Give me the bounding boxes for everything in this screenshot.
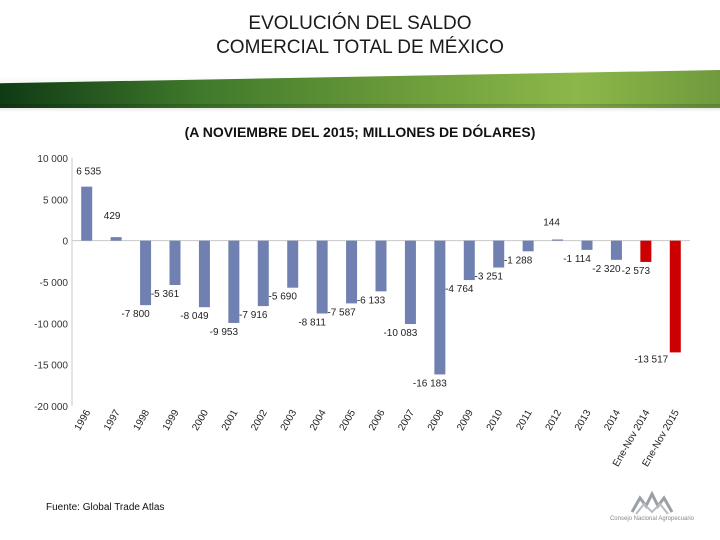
bar-1999 bbox=[169, 240, 181, 285]
cna-logo: Consejo Nacional Agropecuario bbox=[596, 486, 708, 530]
bar-2003 bbox=[287, 240, 299, 288]
x-tick-label: 1997 bbox=[102, 408, 123, 433]
bar-2006 bbox=[375, 240, 387, 292]
y-tick-label: -5 000 bbox=[40, 278, 69, 289]
x-tick-label: 1998 bbox=[132, 408, 153, 433]
x-tick-label: 2014 bbox=[602, 408, 623, 433]
bar-2010 bbox=[493, 240, 505, 268]
y-tick-label: -20 000 bbox=[34, 402, 68, 413]
x-tick-label: 2009 bbox=[455, 408, 476, 433]
x-tick-label: 2003 bbox=[279, 408, 300, 433]
bar-2005 bbox=[346, 240, 358, 304]
bar-2009 bbox=[463, 240, 475, 281]
banner-shadow bbox=[0, 104, 720, 112]
data-label: -9 953 bbox=[210, 327, 239, 338]
x-tick-label: 1996 bbox=[73, 408, 94, 433]
source-note: Fuente: Global Trade Atlas bbox=[46, 502, 165, 513]
data-label: -8 049 bbox=[180, 311, 209, 322]
bar-2000 bbox=[198, 240, 210, 308]
data-label: -6 133 bbox=[357, 295, 386, 306]
data-label: -5 690 bbox=[269, 292, 298, 303]
x-tick-label: 2000 bbox=[190, 408, 211, 433]
x-tick-label: 2011 bbox=[514, 408, 534, 433]
x-tick-label: 2004 bbox=[308, 408, 329, 433]
data-label: -2 320 bbox=[592, 264, 621, 275]
data-label: -7 916 bbox=[239, 310, 268, 321]
bar-1997 bbox=[110, 237, 122, 241]
bar-2013 bbox=[581, 240, 593, 250]
data-label: -10 083 bbox=[383, 328, 417, 339]
bar-2001 bbox=[228, 240, 240, 323]
bar-1998 bbox=[140, 240, 152, 306]
data-label: 6 535 bbox=[76, 167, 101, 178]
bar-2012 bbox=[552, 239, 564, 241]
data-label: -1 288 bbox=[504, 255, 533, 266]
data-label: 429 bbox=[104, 211, 121, 222]
data-label: -8 811 bbox=[298, 318, 326, 329]
data-label: -5 361 bbox=[151, 289, 180, 300]
x-tick-label: 1999 bbox=[161, 408, 182, 433]
x-tick-label: 2005 bbox=[338, 408, 359, 433]
bar-2011 bbox=[522, 240, 534, 252]
x-tick-label: 2013 bbox=[573, 408, 594, 433]
bar-ene-nov-2014 bbox=[640, 240, 652, 262]
data-label: -3 251 bbox=[475, 272, 504, 283]
bar-ene-nov-2015 bbox=[669, 240, 681, 353]
bar-2004 bbox=[316, 240, 328, 314]
logo-text: Consejo Nacional Agropecuario bbox=[609, 516, 695, 522]
x-tick-label: 2006 bbox=[367, 408, 388, 433]
x-tick-label: 2002 bbox=[249, 408, 270, 433]
data-label: -1 114 bbox=[563, 254, 591, 265]
x-tick-label: 2008 bbox=[426, 408, 447, 433]
y-tick-label: 10 000 bbox=[37, 154, 68, 165]
data-label: -7 800 bbox=[121, 309, 150, 320]
data-label: -4 764 bbox=[445, 284, 474, 295]
bar-1996 bbox=[81, 186, 93, 241]
bar-2007 bbox=[404, 240, 416, 325]
data-label: -7 587 bbox=[327, 307, 356, 318]
y-tick-label: 5 000 bbox=[43, 195, 68, 206]
x-tick-label: 2012 bbox=[544, 408, 565, 433]
y-tick-label: -10 000 bbox=[34, 319, 68, 330]
bar-2002 bbox=[257, 240, 269, 307]
data-label: -2 573 bbox=[622, 266, 651, 277]
bar-2008 bbox=[434, 240, 446, 375]
x-tick-label: 2010 bbox=[485, 408, 506, 433]
x-tick-label: 2001 bbox=[220, 408, 241, 433]
data-label: -13 517 bbox=[634, 354, 668, 365]
data-label: -16 183 bbox=[413, 378, 447, 389]
mountains-logo-icon bbox=[630, 490, 674, 515]
data-label: 144 bbox=[543, 217, 560, 228]
chart-subtitle: (A NOVIEMBRE DEL 2015; MILLONES DE DÓLAR… bbox=[184, 124, 536, 140]
x-tick-label: 2007 bbox=[396, 408, 417, 433]
y-tick-label: 0 bbox=[62, 237, 68, 248]
bar-2014 bbox=[610, 240, 622, 260]
y-tick-label: -15 000 bbox=[34, 361, 68, 372]
page-title: EVOLUCIÓN DEL SALDO COMERCIAL TOTAL DE M… bbox=[216, 13, 504, 58]
